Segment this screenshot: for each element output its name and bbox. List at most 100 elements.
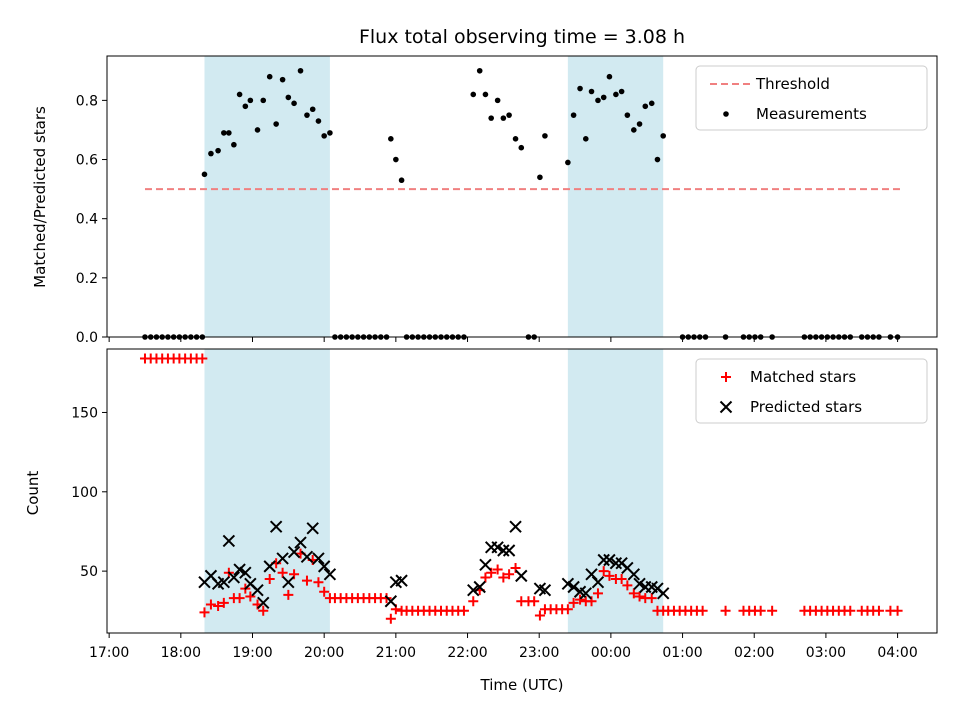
axes-counts: 50 100 150 17:00 18:00 19:00 20:00 21:00 22:00 23… [71, 348, 938, 661]
data-point [321, 133, 327, 139]
data-point [213, 601, 224, 612]
data-point [598, 566, 609, 577]
x-tick-label: 18:00 [161, 645, 201, 661]
series-predicted-stars [198, 520, 670, 610]
data-point [845, 605, 856, 616]
data-point [473, 580, 486, 594]
y-tick-label: 100 [71, 485, 98, 501]
data-point [504, 569, 515, 580]
data-point [384, 595, 398, 608]
data-point [646, 593, 657, 604]
data-point [398, 177, 405, 184]
data-point [266, 73, 273, 80]
data-point [315, 118, 322, 124]
legend-box [695, 65, 928, 131]
data-point [236, 91, 243, 98]
data-point [245, 591, 256, 602]
data-point [500, 115, 507, 121]
data-point [568, 597, 579, 608]
data-point [616, 574, 627, 585]
data-point [618, 88, 625, 95]
legend-label: Threshold [755, 75, 830, 93]
x-tick-label: 22:00 [447, 645, 487, 661]
data-point [313, 577, 324, 588]
data-point [609, 556, 623, 570]
y-tick-label: 150 [71, 405, 98, 421]
data-point [624, 112, 631, 118]
data-point [482, 91, 489, 98]
data-point [231, 141, 237, 148]
data-point [300, 550, 314, 564]
data-point [592, 588, 603, 599]
data-point [221, 130, 227, 136]
legend-label: Measurements [756, 105, 867, 123]
legend-box [695, 358, 928, 424]
data-point [467, 583, 480, 597]
data-point [276, 552, 289, 565]
data-point [470, 91, 477, 98]
data-point [242, 103, 249, 110]
x-tick-label: 01:00 [662, 645, 702, 661]
data-point [282, 576, 295, 589]
data-point [570, 112, 577, 118]
data-point [251, 583, 264, 597]
data-point [480, 572, 491, 583]
data-point [277, 567, 288, 578]
shaded-interval-0 [204, 349, 330, 633]
data-point [506, 112, 512, 118]
y-tick-label: 0.6 [76, 153, 98, 169]
y-tick-label: 0.0 [76, 330, 98, 346]
data-point [588, 88, 595, 95]
legend-ratio: Threshold Measurements [695, 65, 928, 131]
data-point [273, 121, 279, 127]
x-tick-label: 03:00 [806, 645, 846, 661]
data-point [234, 593, 245, 604]
data-point [498, 572, 509, 583]
x-tick-label: 21:00 [376, 645, 416, 661]
data-point [603, 553, 616, 567]
data-point [892, 605, 903, 616]
panel-counts: 50 100 150 17:00 18:00 19:00 20:00 21:00 22:00 23… [24, 348, 938, 661]
shaded-regions [204, 349, 664, 633]
data-point [468, 596, 479, 607]
legend-swatch [721, 372, 731, 382]
data-point [538, 583, 552, 597]
count-points [139, 353, 903, 624]
data-point [697, 605, 708, 616]
data-point [534, 610, 545, 621]
x-tick-label: 20:00 [304, 645, 344, 661]
data-point [269, 520, 283, 533]
data-point [597, 553, 610, 567]
data-point [323, 568, 337, 581]
shaded-interval-1 [567, 56, 664, 337]
data-point [656, 587, 670, 600]
shaded-interval-0 [204, 56, 330, 337]
data-point [767, 605, 778, 616]
y-tick-label: 50 [80, 564, 98, 580]
data-point [215, 147, 221, 154]
data-point [565, 159, 571, 166]
data-point [317, 560, 331, 573]
data-point [537, 174, 543, 181]
data-point [873, 605, 884, 616]
data-point [628, 588, 639, 599]
data-point [634, 591, 645, 602]
x-axis-label: Time (UTC) [480, 676, 564, 694]
legend-swatch [723, 111, 729, 117]
data-point [201, 171, 208, 178]
data-point [582, 136, 589, 142]
data-point [395, 574, 408, 587]
data-point [567, 580, 580, 594]
data-point [309, 106, 316, 113]
data-point [304, 112, 310, 118]
data-point [579, 587, 592, 600]
data-point [208, 150, 214, 157]
data-point [494, 97, 501, 104]
legend-counts: Matched stars Predicted stars [695, 358, 928, 424]
data-point [613, 91, 619, 98]
data-point [385, 613, 396, 624]
x-tick-label: 19:00 [232, 645, 272, 661]
legend-label: Predicted stars [750, 398, 862, 416]
data-point [515, 569, 528, 583]
plot-frame [106, 55, 938, 338]
